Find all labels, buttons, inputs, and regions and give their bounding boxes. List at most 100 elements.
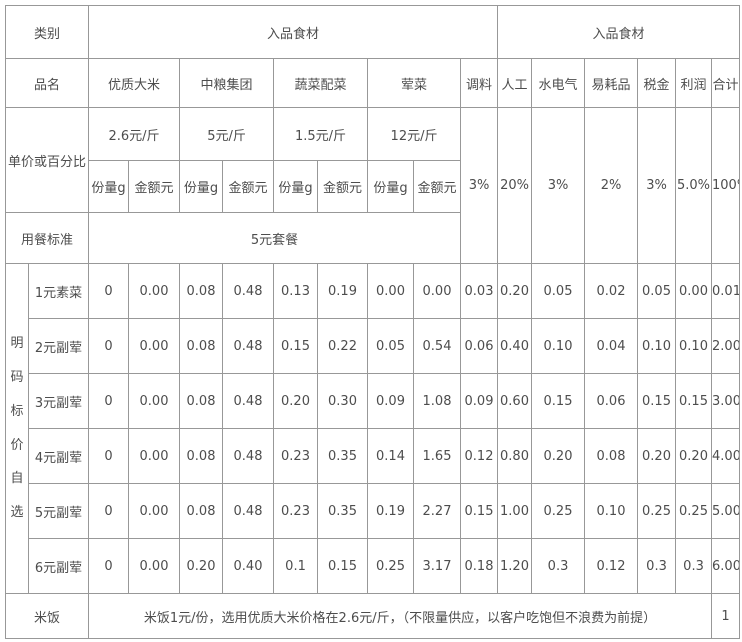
value-cell: 0.25 [531,483,586,539]
value-cell: 0.02 [584,263,639,319]
value-cell: 0.05 [531,263,586,319]
pricing-table: 类别 入品食材 入品食材 品名 优质大米 中粮集团 蔬菜配菜 荤菜 调料 人工 … [4,5,741,639]
unit-price-vegetable: 1.5元/斤 [273,107,369,161]
value-cell: 0.01 [711,263,741,319]
value-cell: 0.08 [179,263,224,319]
value-cell: 0.00 [128,263,181,319]
value-cell: 0.00 [367,263,415,319]
value-cell: 0.13 [273,263,319,319]
cost-header-labor: 人工 [497,58,533,108]
row-label: 2元副荤 [27,318,90,374]
percentage-utilities: 3% [531,107,586,264]
value-cell: 0.48 [222,373,275,429]
value-cell: 0.20 [497,263,533,319]
value-cell: 0.10 [531,318,586,374]
value-cell: 0 [88,373,130,429]
value-cell: 0.3 [675,538,713,594]
value-cell: 0.08 [179,318,224,374]
cost-header-utilities: 水电气 [531,58,586,108]
header-ingredients-left: 入品食材 [88,5,499,59]
value-cell: 0.00 [128,428,181,484]
value-cell: 0.3 [637,538,677,594]
value-cell: 0.40 [497,318,533,374]
value-cell: 0.25 [637,483,677,539]
group-header-meat: 荤菜 [367,58,462,108]
row-label: 4元副荤 [27,428,90,484]
value-cell: 3.17 [413,538,462,594]
value-cell: 0.08 [179,373,224,429]
value-cell: 0.00 [413,263,462,319]
cost-header-tax: 税金 [637,58,677,108]
value-cell: 0.23 [273,428,319,484]
value-cell: 0.09 [367,373,415,429]
value-cell: 0.48 [222,428,275,484]
portion-header: 份量g [367,160,415,213]
value-cell: 0.00 [128,483,181,539]
value-cell: 0 [88,483,130,539]
amount-header: 金额元 [413,160,462,213]
value-cell: 0.25 [367,538,415,594]
value-cell: 0.20 [179,538,224,594]
rice-note: 米饭1元/份，选用优质大米价格在2.6元/斤，（不限量供应，以客户吃饱但不浪费为… [88,593,713,639]
value-cell: 0.12 [460,428,499,484]
header-ingredients-right: 入品食材 [497,5,741,59]
group-header-vegetable: 蔬菜配菜 [273,58,369,108]
value-cell: 5.00 [711,483,741,539]
value-cell: 0.14 [367,428,415,484]
value-cell: 0.40 [222,538,275,594]
side-label: 明码标价自选 [5,263,29,594]
value-cell: 0.20 [273,373,319,429]
cost-header-consumables: 易耗品 [584,58,639,108]
header-product: 品名 [4,58,90,108]
amount-header: 金额元 [128,160,181,213]
header-category: 类别 [4,5,90,59]
side-label-text: 明码标价自选 [10,336,24,521]
value-cell: 0.05 [367,318,415,374]
value-cell: 0 [88,538,130,594]
percentage-total: 100% [711,107,741,264]
row-label: 1元素菜 [27,263,90,319]
cost-header-profit: 利润 [675,58,713,108]
percentage-seasoning: 3% [460,107,499,264]
rice-row-label: 米饭 [4,593,90,639]
value-cell: 0.60 [497,373,533,429]
meal-standard-value: 5元套餐 [88,212,462,264]
value-cell: 0.08 [179,483,224,539]
value-cell: 0.00 [675,263,713,319]
cost-header-total: 合计 [711,58,741,108]
unit-price-cofco: 5元/斤 [179,107,275,161]
value-cell: 0.04 [584,318,639,374]
meal-standard-label: 用餐标准 [4,212,90,264]
rice-total: 1 [711,593,741,639]
value-cell: 0.23 [273,483,319,539]
value-cell: 0.48 [222,483,275,539]
value-cell: 0.3 [531,538,586,594]
value-cell: 0.12 [584,538,639,594]
value-cell: 0.08 [584,428,639,484]
value-cell: 0 [88,263,130,319]
value-cell: 0.18 [460,538,499,594]
row-label: 6元副荤 [27,538,90,594]
value-cell: 0.20 [675,428,713,484]
value-cell: 0.10 [637,318,677,374]
value-cell: 1.00 [497,483,533,539]
row-label: 3元副荤 [27,373,90,429]
value-cell: 0.19 [367,483,415,539]
amount-header: 金额元 [317,160,369,213]
value-cell: 0.08 [179,428,224,484]
value-cell: 0.19 [317,263,369,319]
value-cell: 0.15 [675,373,713,429]
value-cell: 0.35 [317,483,369,539]
value-cell: 0.20 [637,428,677,484]
percentage-tax: 3% [637,107,677,264]
cost-header-seasoning: 调料 [460,58,499,108]
value-cell: 0.48 [222,318,275,374]
group-header-cofco: 中粮集团 [179,58,275,108]
value-cell: 0.15 [460,483,499,539]
value-cell: 0.1 [273,538,319,594]
value-cell: 0.80 [497,428,533,484]
value-cell: 0.15 [531,373,586,429]
value-cell: 0.15 [637,373,677,429]
value-cell: 0.06 [584,373,639,429]
value-cell: 0.06 [460,318,499,374]
